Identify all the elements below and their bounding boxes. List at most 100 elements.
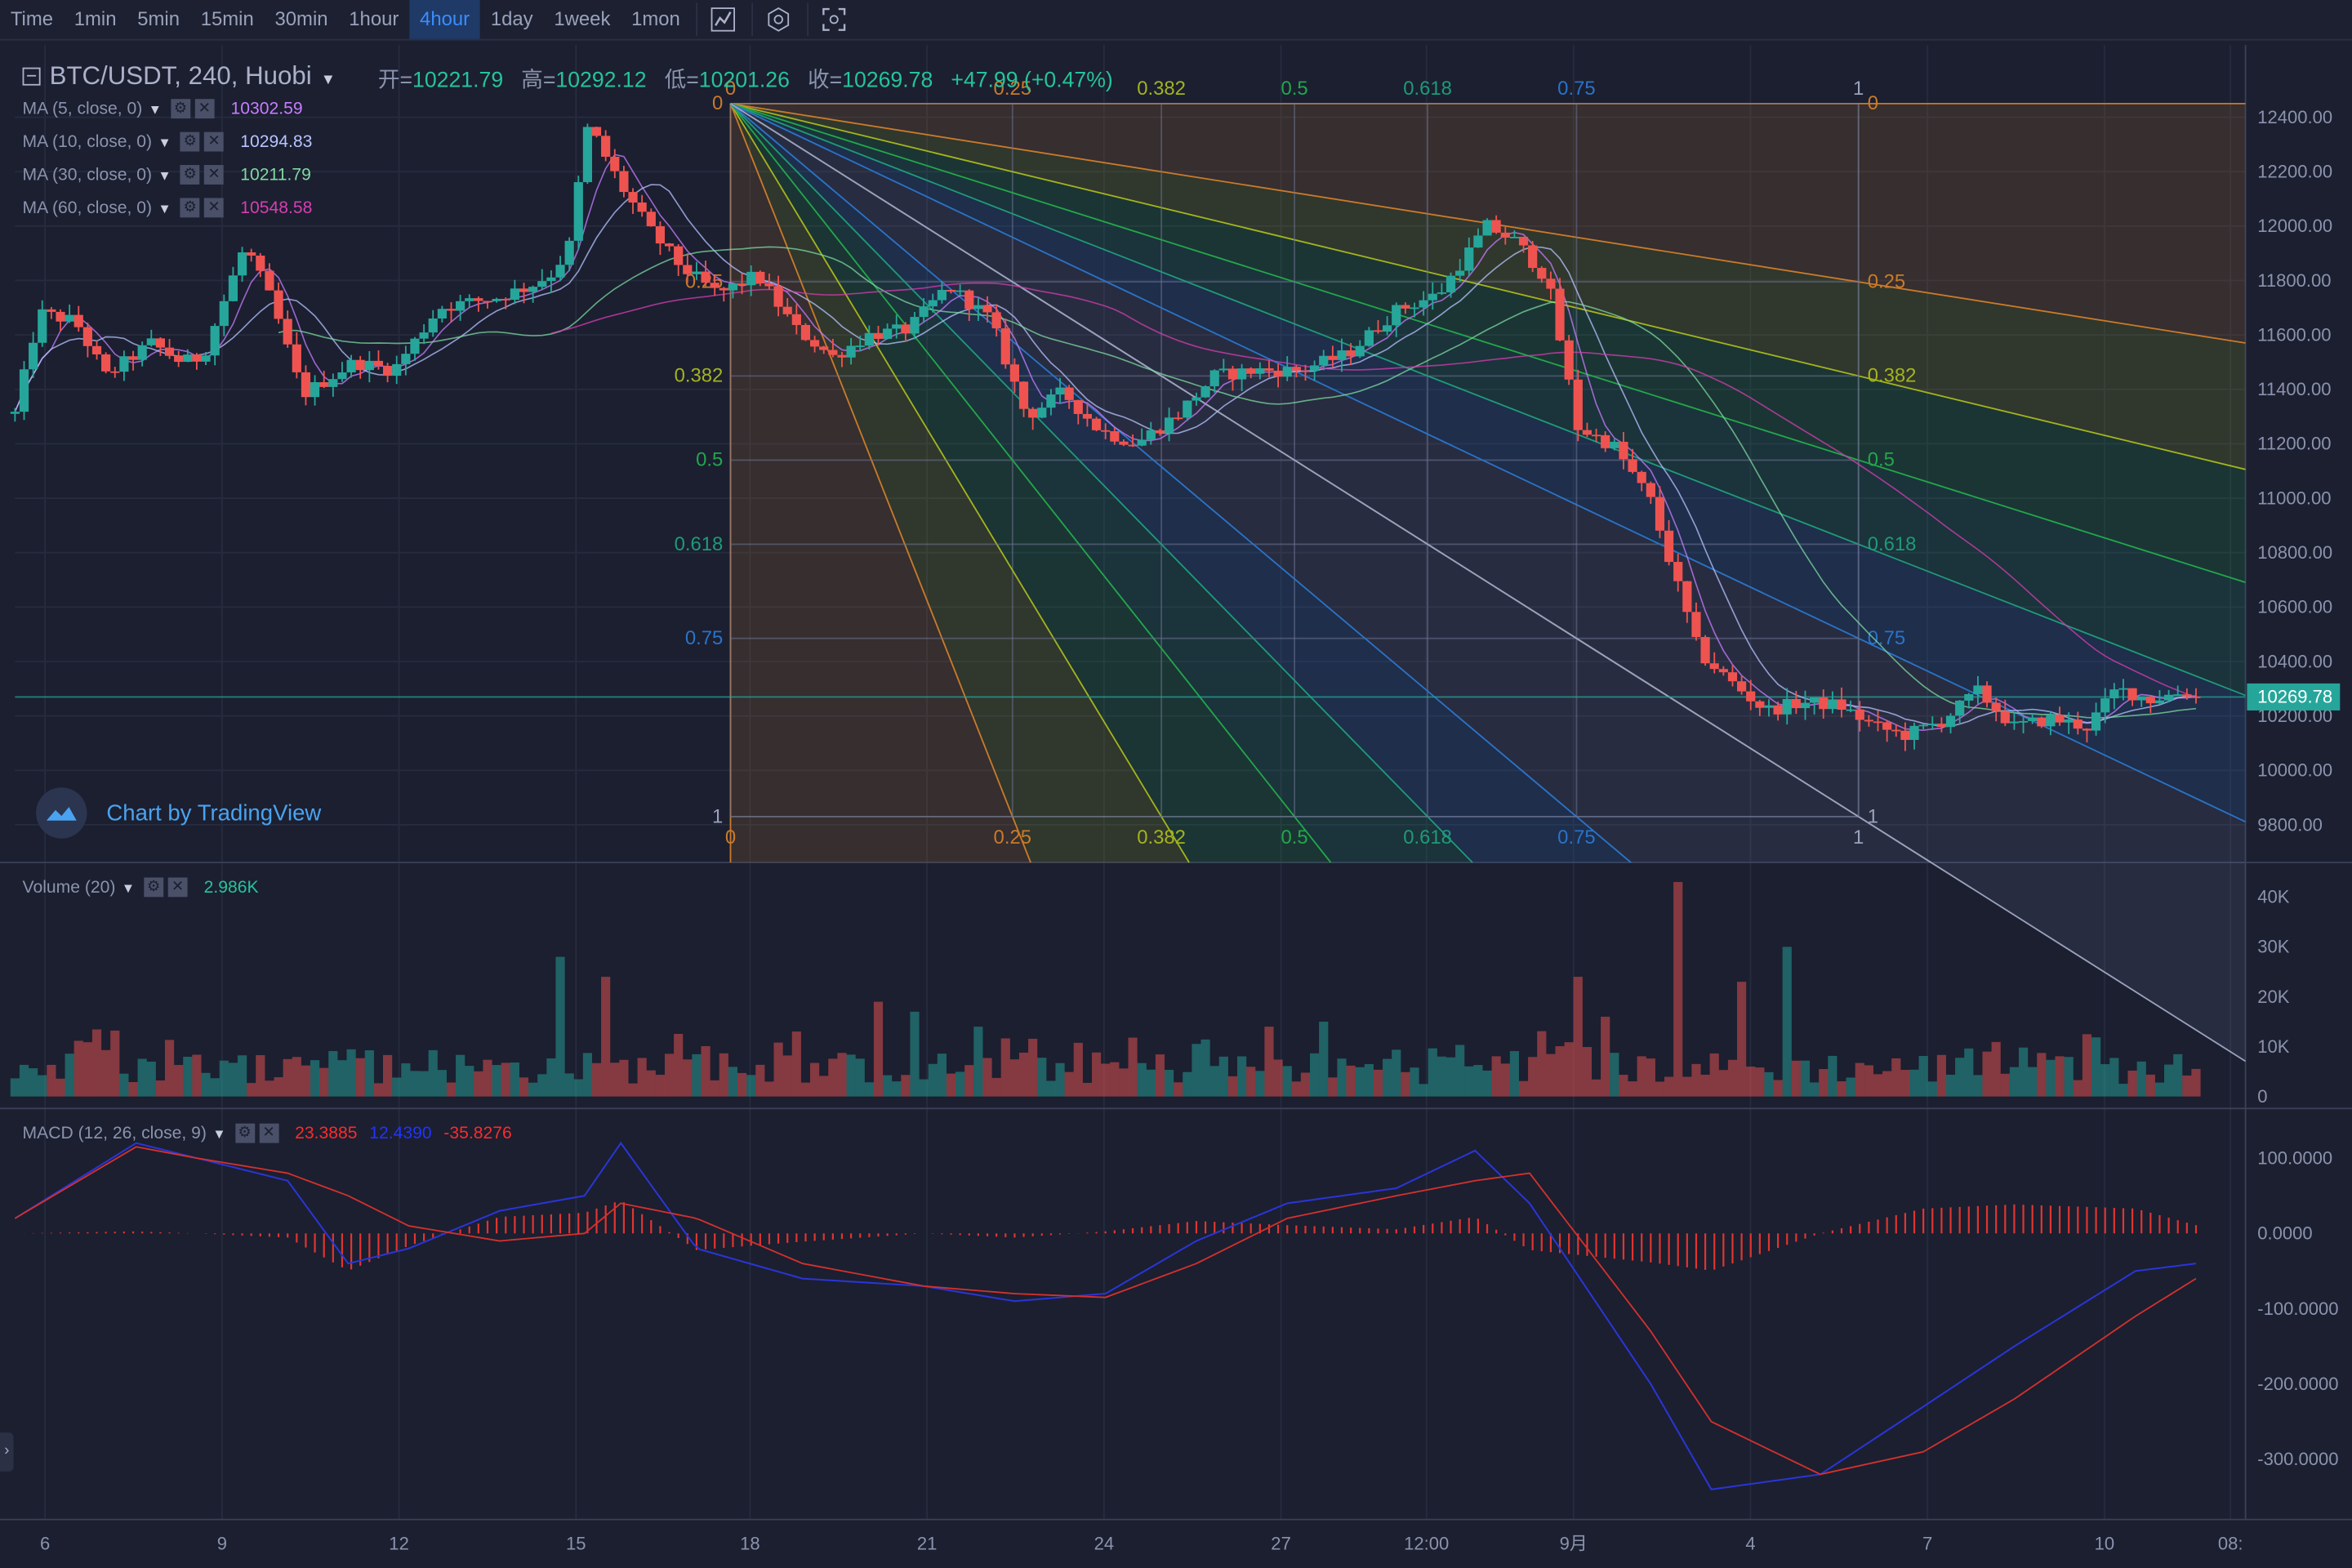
volume-bar (991, 1077, 1001, 1097)
volume-bar (1573, 977, 1583, 1097)
interval-toolbar: Time 1min 5min 15min 30min 1hour 4hour 1day 1wee… (0, 0, 2352, 41)
candle-body (1174, 417, 1183, 420)
candle-body (1700, 637, 1710, 664)
candle-body (1291, 367, 1301, 371)
candle-body (1009, 364, 1020, 382)
gear-icon[interactable]: ⚙ (171, 99, 190, 119)
macd-tick-label: 0.0000 (2257, 1223, 2312, 1244)
volume-legend[interactable]: Volume (20) ▼ ⚙ ✕ 2.986K (22, 877, 259, 898)
candle-body (1392, 305, 1401, 326)
volume-bar (128, 1081, 138, 1097)
volume-bar (919, 1079, 929, 1097)
macd-legend[interactable]: MACD (12, 26, close, 9) ▼ ⚙ ✕ 23.3885 12.4… (23, 1123, 512, 1143)
volume-bar (1319, 1022, 1329, 1097)
time-tick-label: 12:00 (1404, 1533, 1449, 1553)
candle-body (301, 372, 311, 398)
fan-label-top: 0.75 (1557, 78, 1595, 100)
volume-bar (1410, 1067, 1419, 1097)
interval-1week[interactable]: 1week (554, 7, 611, 30)
volume-bar (1755, 1067, 1765, 1097)
price-tick-label: 10000.00 (2257, 760, 2332, 781)
fan-label-left: 0.382 (675, 365, 724, 387)
close-icon[interactable]: ✕ (204, 165, 225, 185)
interval-time[interactable]: Time (10, 7, 54, 30)
volume-bar (392, 1077, 402, 1097)
volume-bar (1119, 1068, 1129, 1097)
volume-bar (2000, 1073, 2010, 1097)
volume-bar (1546, 1054, 1556, 1097)
close-icon[interactable]: ✕ (194, 99, 215, 119)
volume-bar (1101, 1063, 1111, 1097)
candle-body (1437, 292, 1446, 294)
gear-icon[interactable]: ⚙ (234, 1123, 255, 1143)
gear-icon[interactable]: ⚙ (180, 198, 200, 218)
ma-legend-3[interactable]: MA (60, close, 0) ▼ ⚙ ✕ 10548.58 (23, 198, 312, 218)
fan-ray (730, 103, 2246, 697)
tradingview-watermark[interactable]: Chart by TradingView (36, 787, 321, 839)
volume-bars (10, 882, 2201, 1097)
candle-body (292, 344, 301, 372)
interval-1day[interactable]: 1day (490, 7, 533, 30)
chevron-down-icon[interactable]: ▼ (212, 1125, 226, 1141)
candle-body (828, 350, 838, 355)
interval-1hour[interactable]: 1hour (349, 7, 399, 30)
volume-bar (1155, 1054, 1165, 1097)
candle-body (1709, 663, 1719, 670)
price-tick-label: 10600.00 (2257, 597, 2332, 617)
ma-legend-2[interactable]: MA (30, close, 0) ▼ ⚙ ✕ 10211.79 (23, 165, 311, 185)
candle-body (192, 354, 202, 362)
close-icon[interactable]: ✕ (204, 131, 225, 152)
collapse-icon[interactable] (22, 67, 41, 86)
volume-bar (537, 1074, 547, 1097)
chevron-down-icon[interactable]: ▼ (158, 134, 172, 149)
interval-1mon[interactable]: 1mon (631, 7, 680, 30)
gear-icon[interactable]: ⚙ (144, 877, 164, 898)
settings-icon[interactable] (752, 2, 795, 37)
candle-body (964, 290, 974, 310)
candle-body (737, 283, 747, 286)
interval-30min[interactable]: 30min (274, 7, 328, 30)
volume-bar (1037, 1058, 1047, 1097)
screenshot-icon[interactable] (807, 2, 851, 37)
interval-4hour[interactable]: 4hour (409, 0, 480, 39)
chevron-down-icon[interactable]: ▼ (148, 100, 163, 117)
close-icon[interactable]: ✕ (167, 877, 188, 898)
volume-bar (1855, 1062, 1864, 1097)
gear-icon[interactable]: ⚙ (180, 131, 200, 152)
symbol-legend[interactable]: BTC/USDT, 240, Huobi ▼ (22, 61, 336, 91)
volume-bar (1291, 1081, 1301, 1097)
ma-legend-1[interactable]: MA (10, close, 0) ▼ ⚙ ✕ 10294.83 (23, 131, 312, 152)
indicator-icon[interactable] (697, 2, 740, 37)
volume-bar (1174, 1082, 1183, 1097)
volume-bar (519, 1077, 529, 1097)
candle-body (1518, 236, 1529, 246)
interval-15min[interactable]: 15min (200, 7, 254, 30)
gann-fan: 00000.250.250.250.250.3820.3820.3820.382… (15, 78, 2247, 1062)
time-tick-label: 10 (2095, 1533, 2115, 1553)
interval-1min[interactable]: 1min (74, 7, 117, 30)
chevron-down-icon[interactable]: ▼ (320, 72, 336, 89)
volume-legend-name: Volume (20) (22, 878, 116, 897)
change-value: +47.99 (+0.47%) (951, 69, 1113, 93)
chevron-down-icon[interactable]: ▼ (158, 200, 172, 216)
ma-legend-0[interactable]: MA (5, close, 0) ▼ ⚙ ✕ 10302.59 (23, 99, 303, 119)
close-icon[interactable]: ✕ (204, 198, 225, 218)
gear-icon[interactable]: ⚙ (180, 165, 200, 185)
interval-5min[interactable]: 5min (137, 7, 180, 30)
candle-body (1183, 400, 1192, 418)
chevron-down-icon[interactable]: ▼ (121, 880, 136, 895)
candle-body (446, 309, 457, 311)
volume-bar (1392, 1049, 1401, 1097)
chevron-down-icon[interactable]: ▼ (158, 167, 172, 183)
volume-bar (1073, 1042, 1083, 1097)
volume-bar (873, 1001, 884, 1097)
candle-body (537, 281, 547, 287)
close-icon[interactable]: ✕ (259, 1123, 278, 1143)
expand-panel-handle[interactable]: › (0, 1432, 14, 1472)
price-axes: 12400.0012200.0012000.0011800.0011600.00… (40, 107, 2341, 1553)
volume-bar (1110, 1062, 1120, 1097)
candles (10, 123, 2201, 751)
candle-body (719, 287, 728, 291)
